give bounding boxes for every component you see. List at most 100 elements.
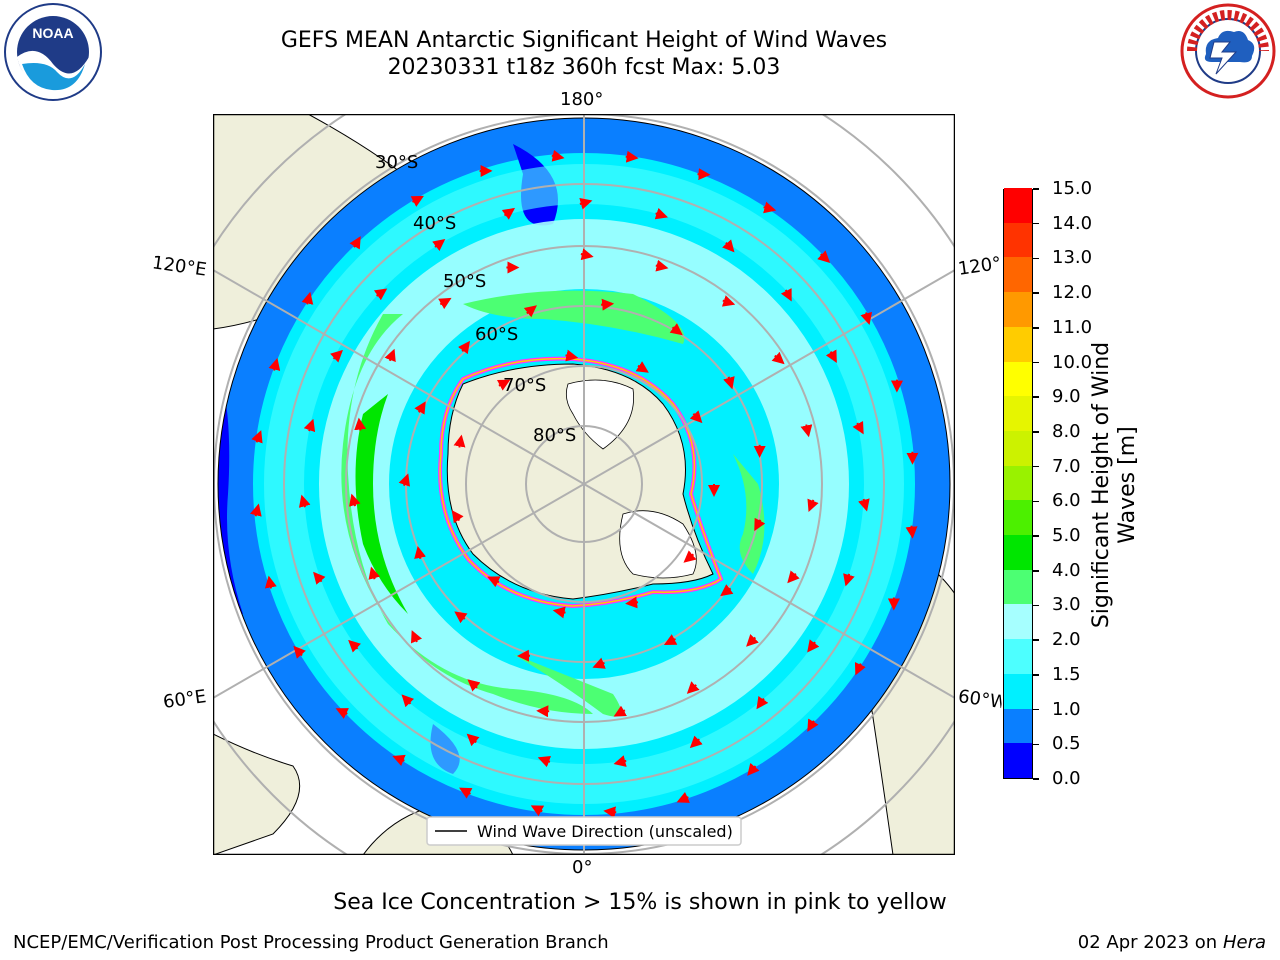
colorbar-tick-label: 9.0 [1052, 386, 1081, 408]
wind-wave-arrow [487, 576, 501, 588]
footer-right: 02 Apr 2023 on Hera [1078, 932, 1266, 953]
wind-wave-arrow [298, 494, 311, 508]
colorbar-tick-label: 15.0 [1052, 178, 1093, 199]
wind-wave-arrow [747, 762, 760, 776]
colorbar-tick-mark [1033, 396, 1039, 398]
wind-wave-arrow [807, 498, 819, 512]
wind-wave-arrow [722, 239, 735, 253]
colorbar-tick-label: 6.0 [1052, 490, 1081, 512]
colorbar-segment [1004, 465, 1032, 501]
wind-wave-arrow [368, 566, 381, 580]
wind-wave-arrow [689, 735, 703, 749]
wind-wave-arrow [537, 755, 552, 768]
polar-map: 30°S 40°S 50°S 60°S 70°S 80°S Wind Wave … [213, 114, 955, 855]
colorbar-tick-label: 1.0 [1052, 698, 1081, 720]
wind-wave-arrow [746, 633, 759, 647]
footer-machine: Hera [1222, 932, 1266, 953]
nws-logo [1180, 3, 1276, 99]
colorbar-tick-mark [1033, 257, 1039, 260]
colorbar-tick-mark [1033, 639, 1039, 641]
lon-label-120e: 120°E [150, 252, 208, 281]
wind-wave-arrow [552, 606, 566, 619]
colorbar-tick-label: 12.0 [1052, 282, 1093, 304]
wind-wave-arrow [655, 259, 669, 272]
colorbar-tick-label: 8.0 [1052, 420, 1081, 442]
wind-wave-arrow [780, 288, 792, 302]
colorbar-tick-mark [1033, 465, 1039, 468]
wind-wave-arrow [466, 733, 480, 747]
wind-wave-arrow [654, 207, 669, 220]
colorbar-tick-label: 7.0 [1052, 455, 1081, 477]
wind-wave-arrow [579, 197, 593, 210]
wind-wave-arrow [676, 791, 690, 803]
colorbar-tick-label: 0.0 [1052, 768, 1081, 789]
wind-wave-arrow [565, 349, 579, 362]
wind-wave-arrow [523, 305, 537, 318]
colorbar-tick-mark [1033, 431, 1039, 433]
wind-wave-arrow [754, 517, 766, 532]
lon-label-0: 0° [572, 857, 593, 878]
title-line2: 20230331 t18z 360h fcst Max: 5.03 [387, 55, 781, 80]
colorbar-segment [1004, 361, 1032, 397]
wind-wave-arrow [852, 420, 864, 435]
wind-wave-arrow [860, 311, 873, 326]
colorbar-tick-mark [1033, 327, 1039, 329]
wind-wave-arrow [683, 550, 697, 563]
wind-wave-arrow [635, 361, 649, 373]
wind-wave-arrow [251, 430, 263, 444]
wind-wave-arrow [414, 546, 426, 559]
wind-wave-arrow [250, 503, 262, 517]
map-legend [426, 816, 742, 846]
lon-label-120w: 120°W [956, 253, 1002, 280]
noaa-logo-text: NOAA [32, 25, 73, 41]
lat-label-70s: 70°S [503, 375, 546, 396]
wind-wave-arrow [398, 473, 410, 487]
wind-wave-arrow [301, 291, 314, 305]
wind-wave-arrow [723, 376, 735, 390]
lat-label-50s: 50°S [443, 271, 486, 292]
wind-wave-arrow [373, 288, 388, 301]
colorbar-segment [1004, 535, 1032, 570]
wind-wave-arrow [410, 630, 422, 644]
sea-ice-caption: Sea Ice Concentration > 15% is shown in … [333, 890, 947, 915]
wind-wave-arrow [349, 236, 361, 250]
wind-wave-arrow [663, 634, 678, 646]
wind-wave-arrow [303, 418, 316, 433]
wind-wave-arrow [348, 639, 361, 653]
wind-wave-arrow [530, 805, 545, 817]
colorbar-tick-mark [1033, 500, 1039, 503]
wind-wave-arrow [454, 611, 468, 624]
lat-label-40s: 40°S [413, 213, 456, 234]
colorbar-segment [1004, 396, 1032, 431]
wind-wave-arrow [453, 434, 466, 448]
colorbar-tick-label: 11.0 [1052, 316, 1093, 338]
wind-wave-arrow [501, 207, 516, 220]
colorbar-segment [1004, 673, 1032, 709]
wind-wave-arrow [458, 340, 470, 355]
colorbar-segment [1004, 188, 1032, 223]
lon-label-60w: 60°W [956, 686, 1004, 713]
wind-wave-arrow [613, 755, 627, 767]
colorbar-tick-label: 4.0 [1052, 559, 1081, 581]
wind-wave-arrow [843, 573, 855, 587]
colorbar-tick-label: 14.0 [1052, 212, 1093, 234]
footer-date: 02 Apr 2023 on [1077, 932, 1223, 953]
lat-label-80s: 80°S [533, 425, 576, 446]
wind-wave-arrow [580, 248, 594, 261]
colorbar-segment [1004, 708, 1032, 744]
colorbar-segment [1004, 326, 1032, 362]
wind-wave-arrow [414, 401, 426, 415]
wind-wave-arrow [763, 201, 777, 214]
colorbar-segment [1004, 500, 1032, 536]
colorbar-tick-label: 3.0 [1052, 594, 1081, 616]
wind-wave-arrow [625, 596, 639, 609]
wind-wave-arrow [854, 662, 866, 676]
wind-wave-arrow [536, 705, 550, 718]
wind-wave-arrow [354, 417, 367, 431]
wind-wave-arrow [410, 195, 424, 207]
footer-left: NCEP/EMC/Verification Post Processing Pr… [13, 932, 609, 953]
colorbar-tick-label: 5.0 [1052, 525, 1081, 547]
colorbar-segment [1004, 569, 1032, 605]
colorbar-segment [1004, 257, 1032, 293]
wind-wave-arrow [392, 754, 406, 766]
